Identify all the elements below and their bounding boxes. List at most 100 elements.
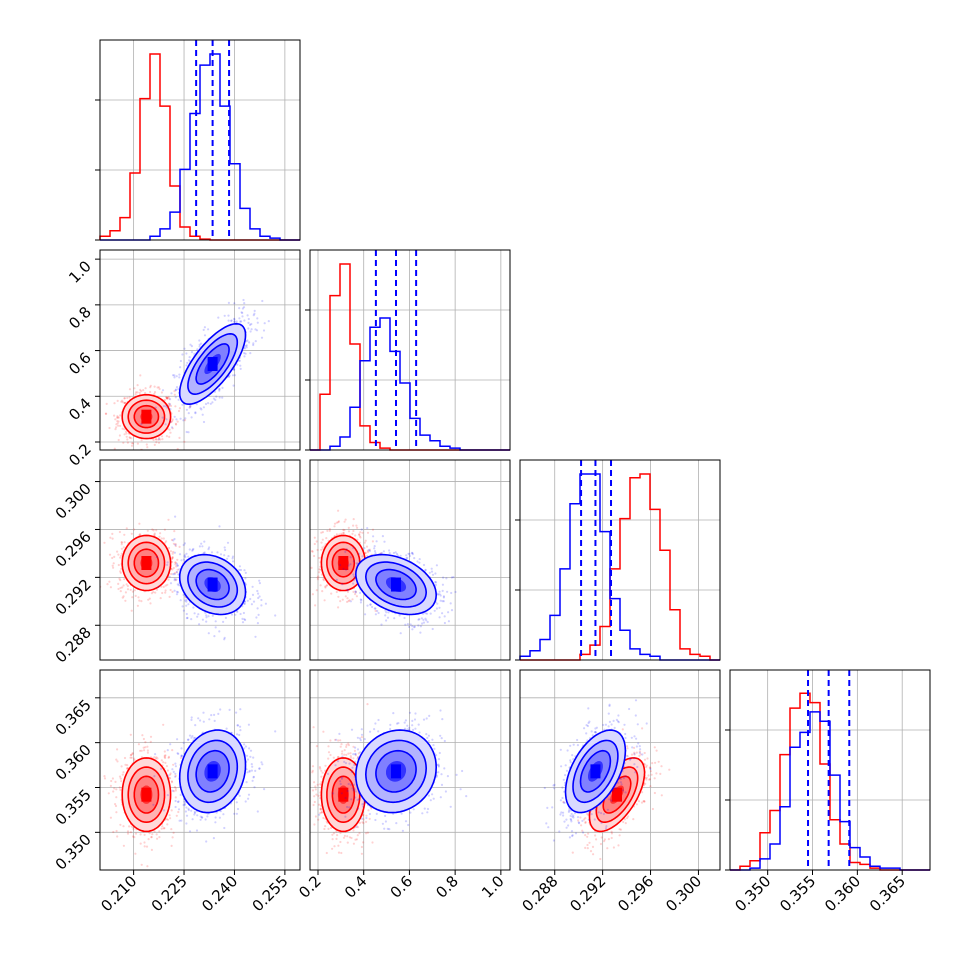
scatter-point (218, 630, 221, 633)
scatter-point (439, 594, 442, 597)
scatter-point (252, 600, 256, 603)
scatter-point (103, 777, 107, 780)
scatter-point (233, 368, 236, 371)
scatter-point (122, 595, 125, 598)
scatter-point (413, 625, 416, 628)
scatter-point (407, 552, 410, 555)
scatter-point (170, 572, 173, 576)
scatter-point (111, 532, 114, 536)
scatter-point (166, 396, 169, 400)
scatter-point (422, 621, 426, 624)
scatter-point (176, 564, 179, 567)
scatter-point (325, 584, 328, 587)
scatter-point (180, 559, 183, 562)
scatter-panel-2-1-frame (99, 249, 301, 451)
scatter-point (126, 396, 129, 400)
scatter-point (231, 555, 235, 558)
scatter-point (185, 552, 188, 555)
scatter-point (380, 551, 383, 555)
scatter-point (173, 415, 176, 418)
scatter-point (173, 530, 176, 533)
scatter-point (170, 538, 174, 542)
scatter-point (264, 602, 267, 605)
scatter-point (149, 386, 152, 389)
scatter-point (122, 771, 125, 774)
scatter-point (119, 823, 122, 826)
scatter-point (163, 528, 166, 531)
scatter-point (167, 755, 171, 759)
scatter-point (417, 624, 420, 627)
scatter-point (123, 428, 126, 431)
scatter-point (249, 330, 252, 333)
scatter-point (181, 403, 184, 406)
scatter-point (176, 583, 179, 586)
scatter-point (162, 723, 165, 726)
scatter-point (172, 550, 175, 554)
scatter-point (355, 562, 358, 565)
scatter-point (178, 373, 181, 376)
scatter-point (169, 550, 173, 553)
scatter-point (120, 765, 123, 768)
scatter-point (106, 583, 109, 586)
scatter-point (173, 577, 176, 580)
scatter-point (136, 391, 139, 394)
scatter-point (109, 784, 112, 788)
scatter-point (425, 619, 428, 622)
scatter-point (359, 531, 362, 534)
scatter-point (189, 405, 192, 408)
scatter-point (214, 620, 217, 623)
scatter-point (342, 532, 345, 535)
scatter-point (385, 611, 388, 614)
scatter-point (447, 620, 450, 623)
scatter-point (337, 520, 340, 523)
scatter-point (227, 319, 230, 322)
scatter-point (442, 596, 445, 599)
scatter-point (165, 540, 168, 543)
scatter-point (227, 375, 231, 378)
scatter-point (320, 531, 323, 534)
scatter-point (168, 402, 171, 405)
scatter-point (170, 844, 173, 848)
scatter-point (169, 398, 172, 401)
scatter-point (346, 600, 349, 604)
scatter-point (163, 755, 166, 759)
scatter-point (243, 355, 246, 358)
scatter-point (254, 328, 257, 331)
scatter-point (146, 745, 149, 748)
scatter-point (441, 612, 444, 615)
scatter-point (231, 374, 235, 377)
scatter-point (137, 596, 140, 599)
scatter-point (167, 402, 170, 405)
scatter-point (187, 359, 191, 362)
scatter-point (174, 543, 177, 546)
scatter-point (215, 395, 218, 398)
scatter-point (213, 635, 216, 638)
scatter-point (361, 555, 364, 558)
scatter-point (158, 836, 161, 839)
scatter-point (139, 374, 142, 377)
scatter-point (223, 314, 226, 317)
scatter-point (227, 555, 230, 558)
scatter-point (108, 580, 111, 583)
scatter-point (178, 376, 181, 379)
scatter-point (138, 533, 141, 536)
scatter-point (148, 597, 151, 600)
contour-series-1 (331, 548, 356, 578)
histogram-panel-3 (515, 459, 721, 661)
scatter-point (342, 528, 345, 532)
scatter-point (105, 412, 108, 415)
scatter-point (186, 361, 189, 364)
scatter-point (130, 609, 133, 612)
scatter-point (126, 584, 129, 588)
scatter-point (190, 416, 193, 419)
scatter-point (345, 568, 348, 571)
scatter-point (176, 564, 179, 567)
scatter-point (226, 541, 230, 544)
scatter-point (163, 754, 166, 757)
scatter-point (349, 556, 352, 559)
scatter-point (153, 532, 156, 535)
scatter-point (345, 548, 348, 551)
scatter-point (149, 740, 152, 743)
scatter-point (169, 431, 172, 434)
scatter-point (155, 833, 158, 836)
